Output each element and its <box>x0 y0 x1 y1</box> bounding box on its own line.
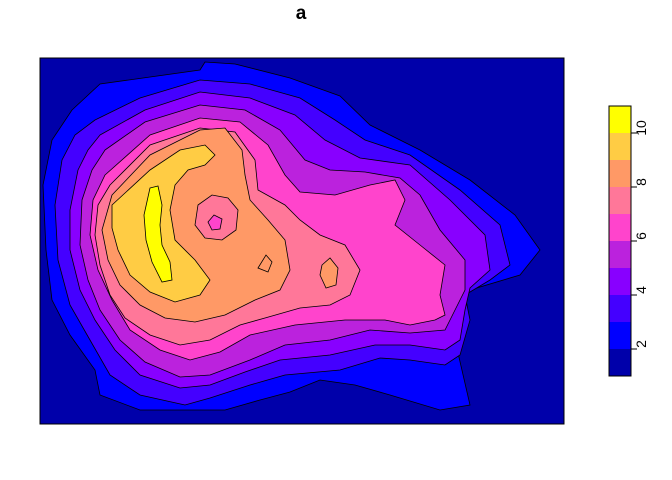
colorbar-ticks: 2 4 6 8 10 <box>631 120 649 350</box>
colorbar-cell <box>609 268 631 295</box>
contour-inner-center <box>207 214 223 231</box>
plot-area <box>39 57 565 425</box>
colorbar-cell <box>609 214 631 241</box>
contour-level-10 <box>143 185 173 283</box>
colorbar: 2 4 6 8 10 <box>608 105 649 377</box>
colorbar-tick-label: 10 <box>633 120 649 136</box>
colorbar-cell <box>609 133 631 160</box>
colorbar-tick-label: 2 <box>633 340 649 348</box>
colorbar-tick-label: 6 <box>633 232 649 240</box>
chart-title: a <box>296 3 307 24</box>
colorbar-tick-label: 8 <box>633 178 649 186</box>
contour-level-9 <box>111 144 216 303</box>
colorbar-cell <box>609 160 631 187</box>
colorbar-cell <box>609 241 631 268</box>
colorbar-cell <box>609 106 631 133</box>
plot-border <box>39 57 565 425</box>
contour-bump-left <box>257 254 273 273</box>
colorbar-tick-label: 4 <box>633 286 649 294</box>
colorbar-cell <box>609 322 631 349</box>
colorbar-cell <box>609 295 631 322</box>
colorbar-cells <box>609 106 631 376</box>
colorbar-cell <box>609 349 631 376</box>
contour-bump-right <box>319 257 339 289</box>
colorbar-cell <box>609 187 631 214</box>
